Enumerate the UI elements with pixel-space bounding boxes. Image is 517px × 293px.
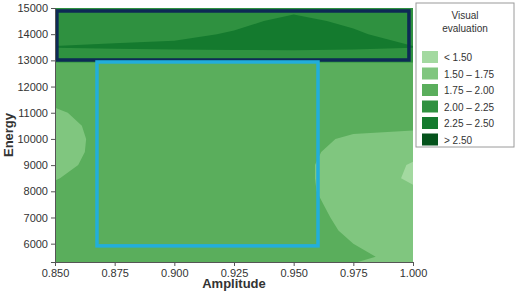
- y-axis-title: Energy: [1, 112, 16, 157]
- y-tick-mark: [51, 34, 55, 35]
- x-tick: 0.975: [340, 262, 368, 279]
- y-tick: 14000: [17, 28, 55, 40]
- legend-swatch: [422, 134, 438, 146]
- contour-band: [55, 15, 413, 51]
- y-tick: 9000: [24, 159, 55, 171]
- plot-area: [55, 8, 413, 262]
- y-axis-line: [51, 9, 56, 263]
- x-tick-mark: [234, 262, 235, 266]
- legend-title: Visual: [451, 10, 478, 21]
- x-tick-label: 0.850: [42, 267, 70, 279]
- y-tick: 12000: [17, 81, 55, 93]
- y-tick: 8000: [24, 185, 55, 197]
- legend-title: evaluation: [442, 23, 488, 34]
- legend-label: 1.75 – 2.00: [444, 85, 494, 96]
- y-tick-label: 9000: [24, 159, 48, 171]
- y-tick-mark: [51, 60, 55, 61]
- x-axis-title: Amplitude: [202, 276, 266, 291]
- x-tick-mark: [353, 262, 354, 266]
- y-tick-mark: [51, 113, 55, 114]
- y-tick: 11000: [18, 107, 55, 119]
- legend-label: 1.50 – 1.75: [444, 69, 494, 80]
- region-rect: [57, 11, 409, 60]
- x-tick: 0.850: [42, 262, 70, 279]
- chart: 0.8500.8750.9000.9250.9500.9751.00060007…: [0, 0, 517, 293]
- contour-band: [55, 8, 413, 63]
- y-tick-mark: [51, 8, 55, 9]
- x-tick-label: 0.875: [101, 267, 129, 279]
- contour-band: [55, 8, 413, 262]
- legend: Visual evaluation < 1.50 1.50 – 1.75 1.75 – …: [416, 3, 514, 147]
- y-tick-label: 12000: [17, 81, 48, 93]
- x-tick: 0.875: [101, 262, 129, 279]
- legend-label: 2.00 – 2.25: [444, 102, 494, 113]
- x-tick-mark: [294, 262, 295, 266]
- region-rect: [97, 62, 318, 246]
- y-tick: 13000: [17, 54, 55, 66]
- y-tick: 15000: [17, 2, 55, 14]
- y-tick-mark: [51, 139, 55, 140]
- y-tick-mark: [51, 165, 55, 166]
- y-tick-label: 6000: [24, 238, 48, 250]
- x-tick-label: 1.000: [400, 267, 428, 279]
- y-tick-mark: [51, 191, 55, 192]
- y-tick-mark: [51, 217, 55, 218]
- x-tick-mark: [115, 262, 116, 266]
- legend-swatch: [422, 51, 438, 63]
- y-tick: 10000: [17, 133, 55, 145]
- y-tick-label: 15000: [17, 2, 48, 14]
- legend-box: [416, 3, 514, 147]
- x-tick-label: 0.975: [340, 267, 368, 279]
- legend-label: > 2.50: [444, 135, 473, 146]
- y-tick-label: 11000: [18, 107, 48, 119]
- contour-band: [55, 8, 413, 262]
- legend-label: 2.25 – 2.50: [444, 118, 494, 129]
- x-axis-line: [56, 263, 414, 267]
- x-tick-label: 0.950: [280, 267, 308, 279]
- x-tick: 0.950: [280, 262, 308, 279]
- y-tick-label: 10000: [17, 133, 48, 145]
- y-tick: 7000: [24, 212, 55, 224]
- x-tick-mark: [413, 262, 414, 266]
- legend-swatch: [422, 101, 438, 113]
- legend-swatch: [422, 68, 438, 80]
- legend-label: < 1.50: [444, 52, 473, 63]
- y-tick-label: 7000: [24, 212, 48, 224]
- legend-swatch: [422, 84, 438, 96]
- x-tick: 0.900: [161, 262, 189, 279]
- y-tick-mark: [51, 87, 55, 88]
- legend-swatch: [422, 117, 438, 129]
- x-tick: 1.000: [400, 262, 428, 279]
- y-tick-label: 14000: [17, 28, 48, 40]
- y-tick: 6000: [24, 238, 55, 250]
- y-tick-label: 8000: [24, 185, 48, 197]
- y-tick-mark: [51, 244, 55, 245]
- x-tick-label: 0.900: [161, 267, 189, 279]
- x-tick-mark: [174, 262, 175, 266]
- y-axis: 6000 7000 8000 9000 10000 11000 12000 13000 1400…: [17, 2, 55, 262]
- y-tick-label: 13000: [17, 54, 48, 66]
